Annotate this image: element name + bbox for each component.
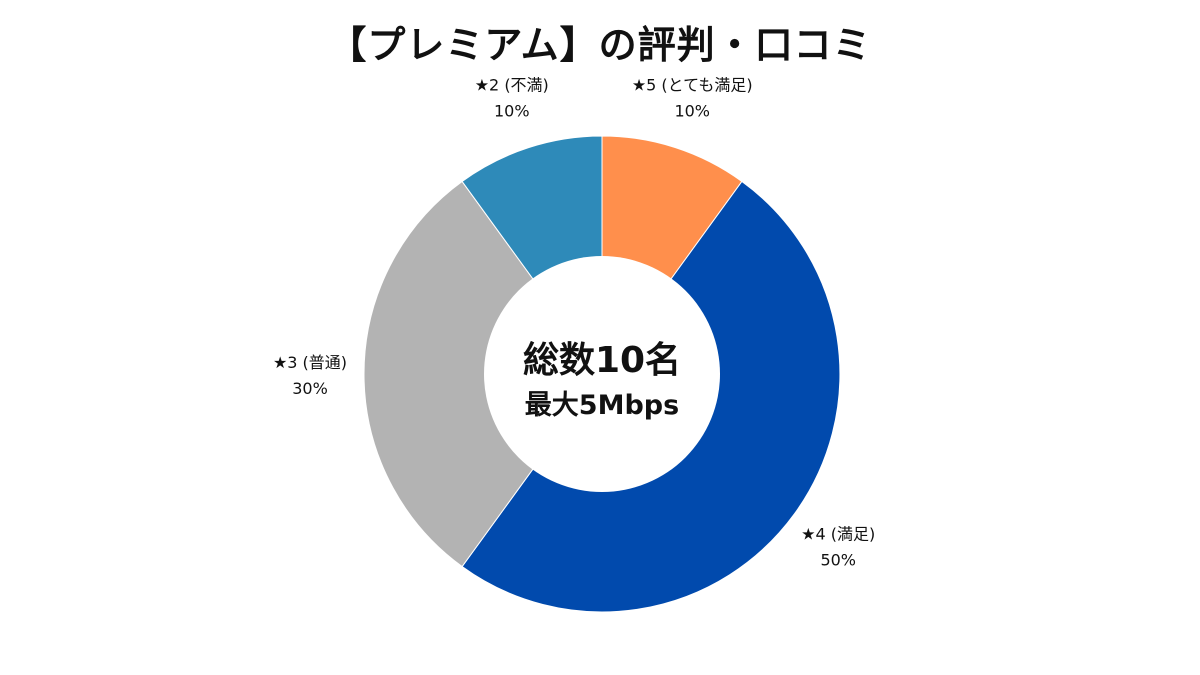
slice-label-2: ★4 (満足) <box>801 525 875 544</box>
slice-percent-4: 10% <box>494 101 530 120</box>
chart-title: 【プレミアム】の評判・口コミ <box>328 23 872 67</box>
slice-percent-3: 30% <box>292 379 328 398</box>
center-hole <box>484 256 720 492</box>
slice-percent-2: 50% <box>820 551 856 570</box>
slice-label-4: ★2 (不満) <box>475 75 549 94</box>
center-main-text: 総数10名 <box>523 340 681 381</box>
slice-label-1: ★5 (とても満足) <box>632 75 753 94</box>
pie-slice-3 <box>363 180 603 568</box>
slice-label-3: ★3 (普通) <box>273 353 347 372</box>
center-sub-text: 最大5Mbps <box>525 390 679 421</box>
labels-group: ★5 (とても満足) 10% ★4 (満足) 50% ★3 (普通) 30% ★2 (不満)… <box>273 75 875 569</box>
slice-percent-1: 10% <box>674 101 710 120</box>
